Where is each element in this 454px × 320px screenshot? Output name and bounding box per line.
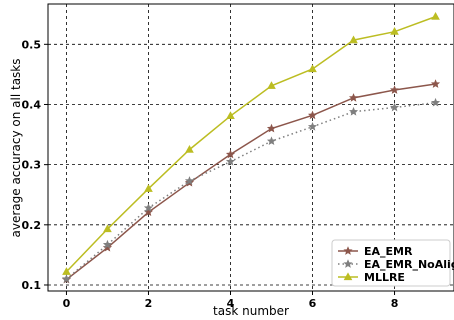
axis-ticks: 0 2 4 6 8 0.1 0.2 0.3 0.4 0.5 bbox=[22, 38, 399, 310]
series-MLLRE bbox=[62, 12, 440, 275]
x-tick-label: 6 bbox=[309, 297, 317, 310]
data-point bbox=[225, 156, 236, 166]
legend-label: EA_EMR_NoAlign bbox=[364, 258, 454, 271]
data-point bbox=[184, 176, 195, 185]
data-point bbox=[267, 81, 276, 89]
series-line bbox=[65, 83, 436, 281]
y-tick-label: 0.3 bbox=[22, 159, 42, 172]
data-point bbox=[307, 110, 318, 120]
data-point bbox=[430, 97, 441, 107]
data-point bbox=[431, 12, 440, 20]
legend-label: EA_EMR bbox=[364, 245, 413, 258]
y-tick-label: 0.2 bbox=[22, 219, 42, 232]
data-point bbox=[185, 144, 194, 153]
legend-item: EA_EMR_NoAlign bbox=[338, 258, 454, 271]
y-axis-label: average accuracy on all tasks bbox=[9, 58, 23, 237]
legend-label: MLLRE bbox=[364, 271, 405, 284]
x-tick-label: 4 bbox=[227, 297, 235, 310]
legend-item: EA_EMR bbox=[338, 245, 413, 258]
data-point bbox=[348, 93, 359, 102]
legend-marker bbox=[343, 272, 353, 281]
data-point bbox=[266, 123, 277, 133]
legend-box bbox=[331, 239, 451, 287]
data-point bbox=[266, 136, 277, 146]
data-point bbox=[103, 224, 112, 233]
data-point bbox=[225, 149, 236, 159]
data-point bbox=[389, 102, 400, 112]
x-axis-label: task number bbox=[213, 304, 289, 318]
data-point bbox=[144, 184, 153, 192]
x-tick-label: 8 bbox=[391, 297, 399, 310]
y-tick-label: 0.4 bbox=[22, 98, 42, 111]
data-point bbox=[349, 35, 358, 44]
data-point bbox=[62, 267, 71, 275]
data-point bbox=[102, 239, 113, 249]
y-tick-label: 0.1 bbox=[22, 279, 42, 292]
data-point bbox=[430, 79, 441, 88]
data-point bbox=[308, 64, 317, 73]
series-line bbox=[65, 101, 436, 280]
data-point bbox=[348, 106, 359, 116]
legend-marker bbox=[343, 246, 353, 255]
data-point bbox=[143, 203, 154, 212]
plot-frame bbox=[47, 3, 454, 292]
x-tick-label: 2 bbox=[145, 297, 153, 310]
legend-marker bbox=[343, 259, 353, 268]
data-point bbox=[226, 111, 235, 120]
data-point bbox=[389, 85, 400, 94]
x-tick-label: 0 bbox=[63, 297, 71, 310]
series-line bbox=[65, 15, 436, 273]
data-point bbox=[390, 27, 399, 35]
legend-item: MLLRE bbox=[338, 271, 405, 284]
y-tick-label: 0.5 bbox=[22, 38, 42, 51]
data-point bbox=[307, 121, 318, 131]
series-EA_EMR_NoAlign bbox=[61, 97, 441, 283]
data-point bbox=[61, 274, 72, 283]
series-layer bbox=[61, 12, 441, 284]
